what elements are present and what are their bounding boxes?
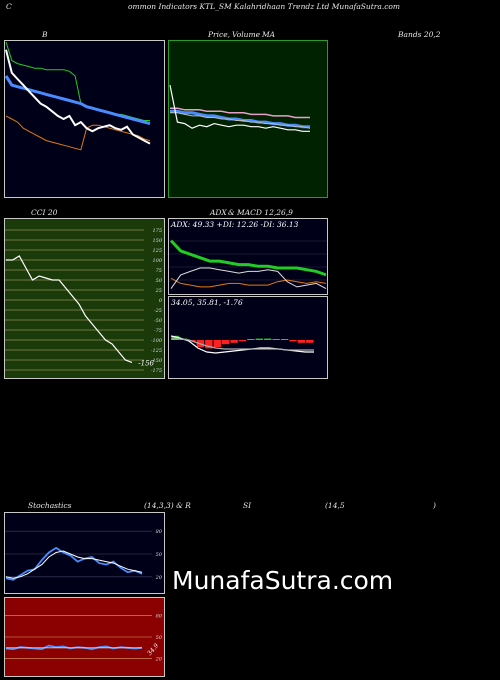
- series-k: [5, 546, 143, 581]
- tick-label: -25: [154, 308, 162, 314]
- label-adx: ADX: [210, 208, 227, 217]
- tick-label: 100: [152, 258, 162, 264]
- tick-label: 175: [152, 228, 162, 234]
- histogram-bar: [272, 339, 280, 340]
- series-ma-pink: [170, 107, 310, 119]
- tick-label: 0: [159, 298, 163, 304]
- series-middle: [4, 75, 151, 126]
- label-macd: & MACD 12,26,9: [228, 208, 293, 217]
- histogram-bar: [213, 340, 221, 347]
- adx-readout: ADX: 49.33 +DI: 12.26 -DI: 36.13: [170, 220, 299, 229]
- cci-line: [6, 255, 133, 363]
- panel-background: [4, 512, 165, 594]
- tick-label: 50: [156, 278, 163, 284]
- histogram-bar: [289, 340, 297, 342]
- label-rsi-params: (14,5: [325, 501, 345, 510]
- series-price: [5, 49, 151, 145]
- label-rsi: SI: [243, 501, 252, 510]
- series-upper: [5, 41, 150, 121]
- label-b: B: [42, 30, 48, 39]
- adx-panel: ADX: 49.33 +DI: 12.26 -DI: 36.13: [168, 218, 328, 295]
- macd-panel: 34.05, 35.81, -1.76: [168, 296, 328, 379]
- histogram-bar: [205, 340, 213, 349]
- tick-label: 50: [156, 552, 163, 558]
- header-c: C: [6, 2, 12, 11]
- histogram-bar: [221, 340, 230, 345]
- series-signal: [171, 338, 314, 351]
- label-bands: Bands 20,2: [398, 30, 441, 39]
- series-di-orange: [170, 277, 327, 288]
- tick-label: 50: [156, 635, 163, 641]
- cci-panel: 175 150 125 100 75 50 25 0 -25 -50 -75 -100 -125 -150…: [4, 218, 165, 379]
- histogram-bar: [247, 339, 255, 340]
- bollinger-panel: [4, 40, 165, 198]
- price-ma-panel: [168, 40, 328, 198]
- histogram-bar: [280, 339, 289, 340]
- histogram-bar: [255, 338, 264, 340]
- series-d: [5, 550, 143, 579]
- tick-label: 125: [152, 248, 162, 254]
- label-ma: MA: [262, 30, 276, 39]
- tick-label: -175: [151, 368, 162, 374]
- histogram-bar: [230, 340, 238, 343]
- series-di-white: [170, 267, 327, 290]
- histogram-bar: [238, 340, 247, 342]
- series-adx-green: [169, 239, 327, 277]
- histogram-bar: [306, 340, 314, 343]
- tick-label: 20: [155, 657, 163, 663]
- stochastics-panel: 80 50 20: [4, 512, 165, 594]
- label-stochastics: Stochastics: [28, 501, 72, 510]
- tick-label: -50: [154, 318, 163, 324]
- tick-label: 80: [156, 529, 163, 535]
- label-stoch-params: (14,3,3) & R: [144, 501, 191, 510]
- histogram-bar: [264, 338, 272, 340]
- label-price: Price,: [208, 30, 231, 39]
- label-cci: CCI 20: [31, 208, 58, 217]
- macd-readout: 34.05, 35.81, -1.76: [171, 298, 243, 307]
- panel-background: [168, 296, 328, 379]
- tick-label: 25: [155, 288, 162, 294]
- tick-label: 20: [155, 575, 163, 581]
- histogram-bar: [171, 335, 179, 340]
- tick-label: -150: [151, 358, 163, 364]
- last-value-label: -156: [138, 359, 154, 367]
- page-title: ommon Indicators KTL_SM Kalahridhaan Tre…: [128, 2, 401, 11]
- label-rsi-close: ): [433, 501, 436, 510]
- tick-label: -125: [151, 348, 162, 354]
- panel-background: [4, 218, 165, 379]
- series-lower: [5, 115, 151, 151]
- tick-label: 80: [156, 613, 163, 619]
- tick-label: -75: [154, 328, 162, 334]
- histogram-bar: [297, 340, 306, 343]
- series-ma-gray: [170, 112, 311, 129]
- watermark: MunafaSutra.com: [172, 566, 394, 595]
- label-volume: Volume: [232, 30, 261, 39]
- tick-label: 150: [152, 238, 162, 244]
- series-price: [169, 84, 310, 132]
- panel-background: [4, 40, 165, 198]
- tick-label: 75: [156, 268, 162, 274]
- tick-label: -100: [151, 338, 163, 344]
